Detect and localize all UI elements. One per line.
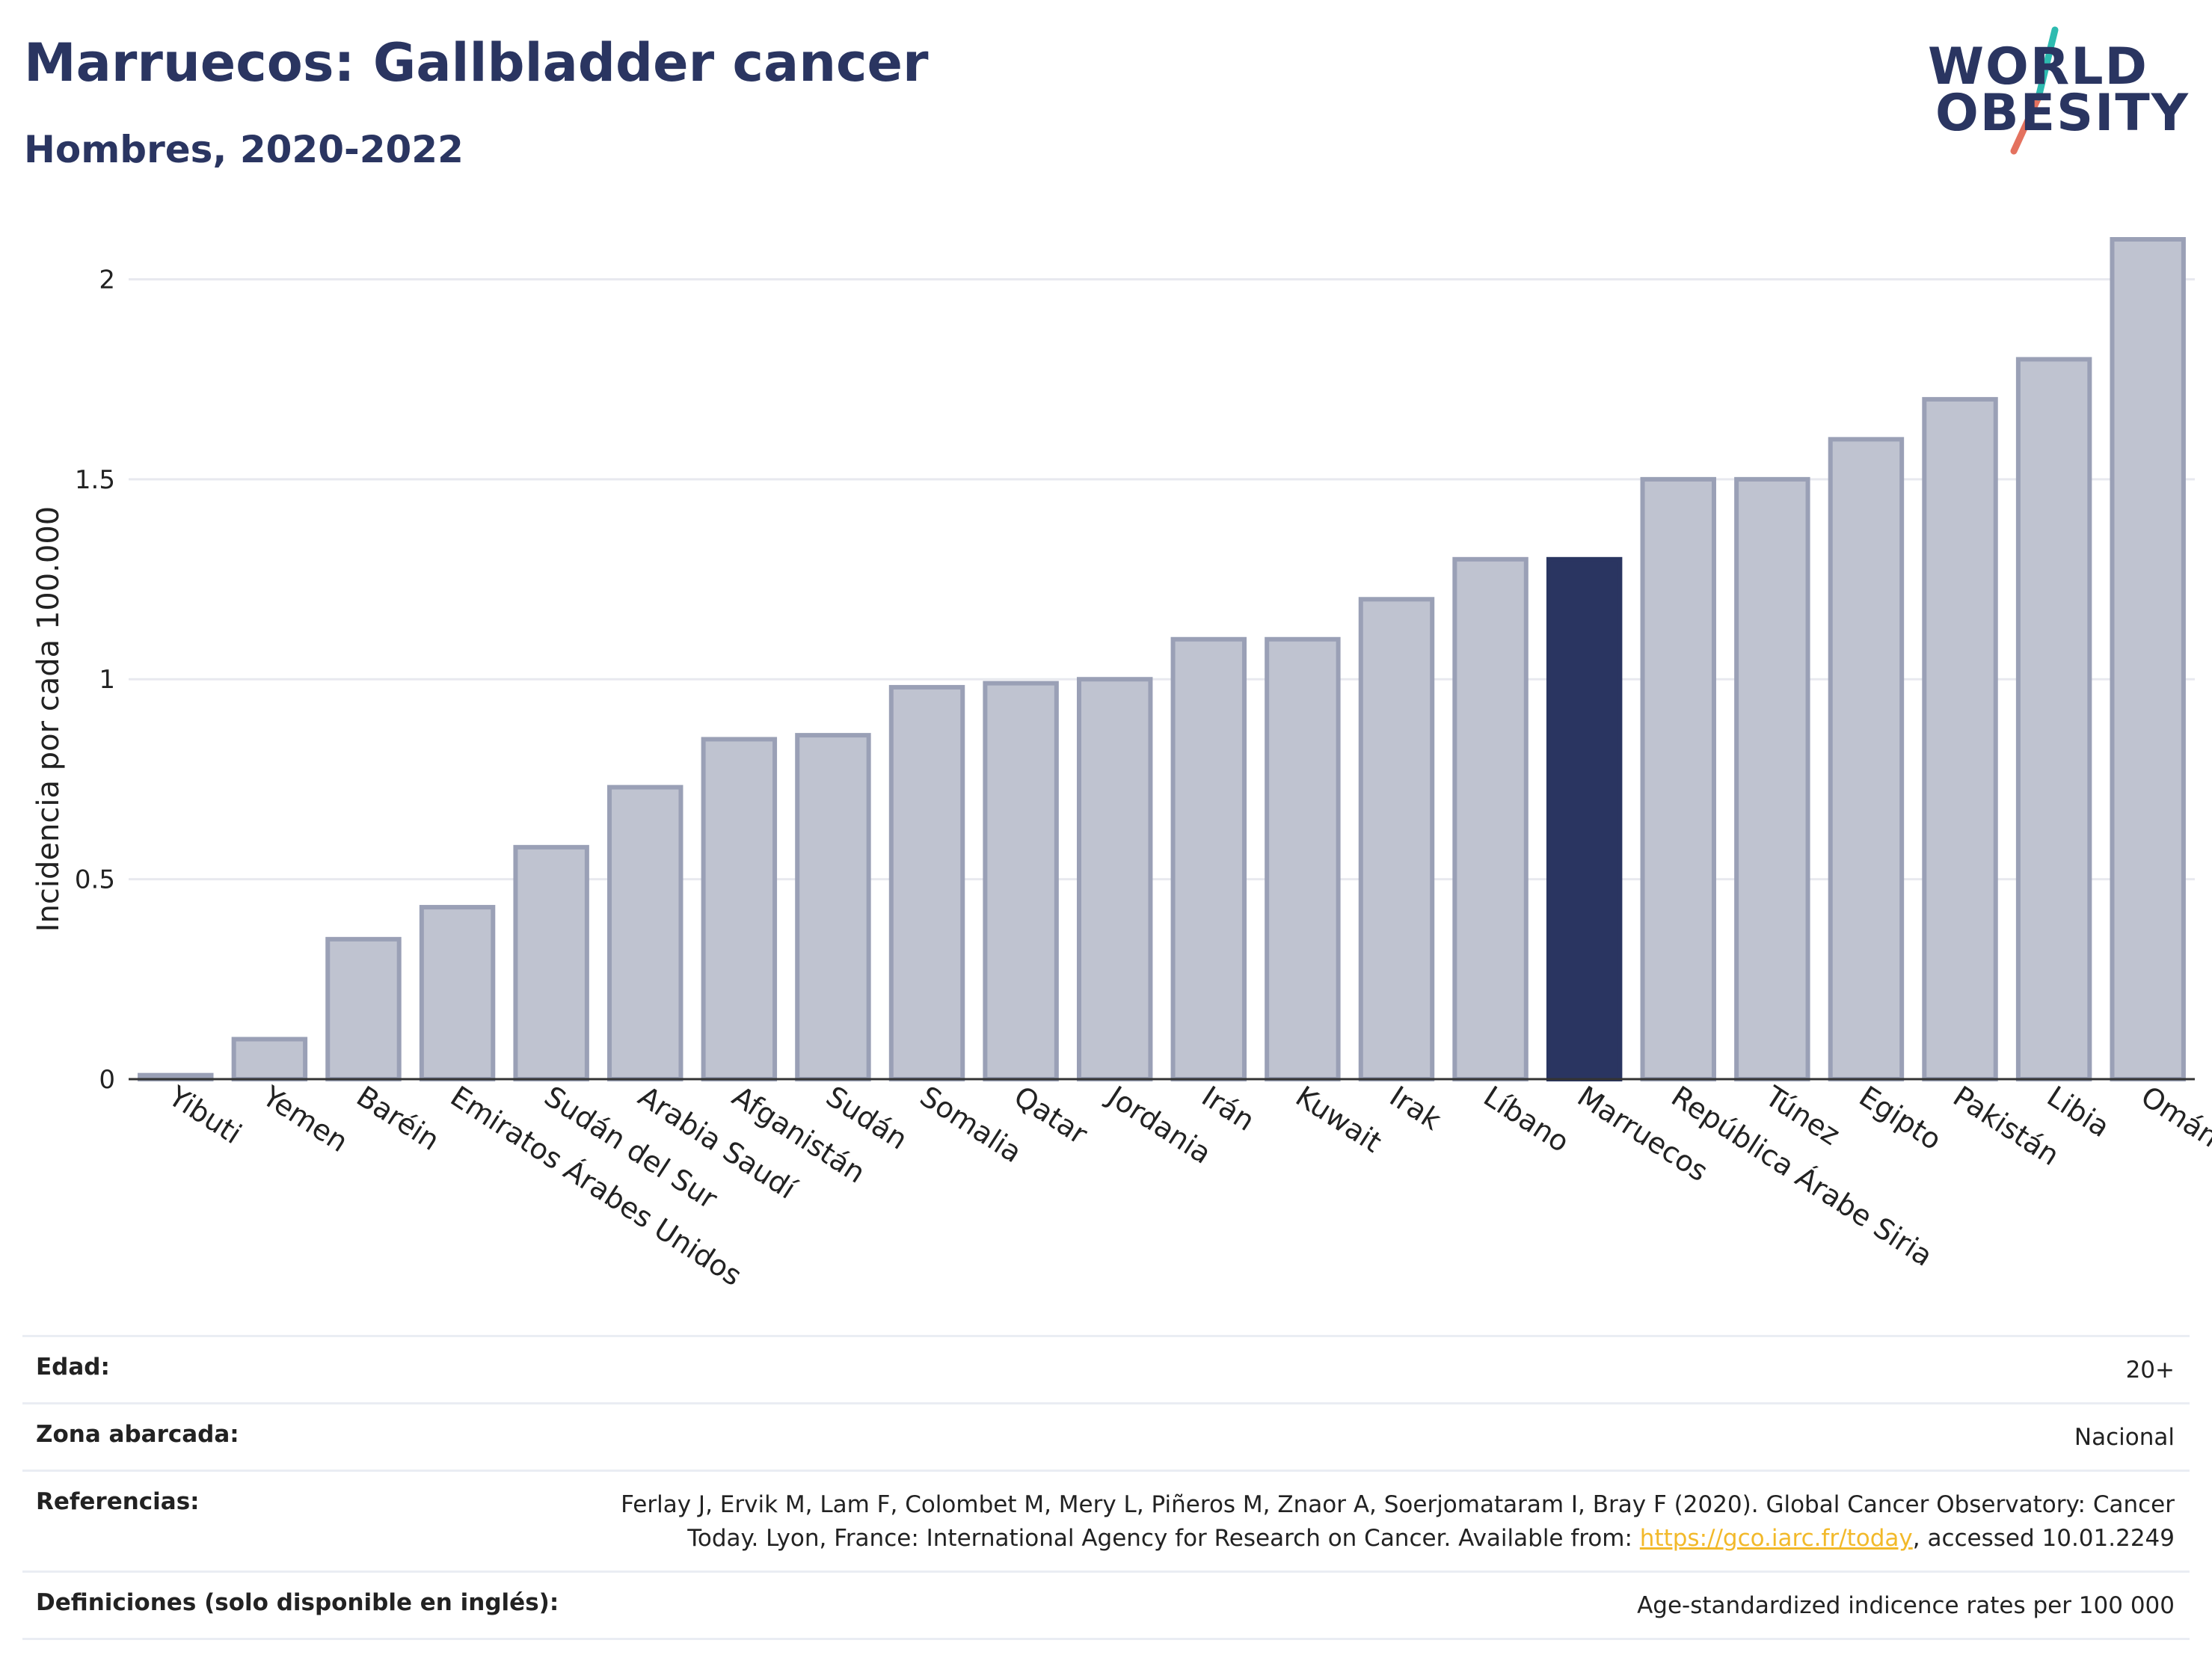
y-axis-ticks: 0 0.5 1 1.5 2 (75, 265, 115, 1095)
x-tick-label: Yibuti (162, 1079, 248, 1150)
bar-pakistán (1922, 396, 1998, 1081)
bar-omán (2110, 237, 2186, 1081)
y-axis-label: Incidencia por cada 100.000 (31, 506, 66, 933)
x-tick-label: Baréin (351, 1080, 445, 1157)
x-tick-label: Omán (2135, 1080, 2212, 1154)
world-obesity-logo: WORLD OBESITY (1928, 22, 2190, 157)
bar-afganistán (701, 737, 778, 1081)
bar-emiratos-árabes-unidos (419, 905, 496, 1081)
bar-baréin (325, 936, 402, 1082)
meta-key: Zona abarcada: (36, 1420, 239, 1448)
bar-kuwait (1265, 636, 1341, 1081)
meta-row-definitions: Definiciones (solo disponible en inglés)… (22, 1570, 2190, 1640)
meta-key: Referencias: (36, 1487, 200, 1515)
meta-row-area: Zona abarcada: Nacional (22, 1401, 2190, 1470)
logo-line-2: OBESITY (1935, 84, 2190, 143)
y-tick-label: 0 (99, 1065, 115, 1095)
y-tick-label: 0.5 (75, 865, 115, 895)
x-tick-label: Irán (1196, 1080, 1260, 1137)
x-tick-label: Irak (1384, 1080, 1447, 1137)
logo-line-1: WORLD (1928, 37, 2148, 96)
page-title: Marruecos: Gallbladder cancer (24, 32, 929, 93)
meta-value: 20+ (2125, 1357, 2175, 1384)
bar-república-árabe-siria (1640, 476, 1716, 1081)
x-tick-label: Líbano (1478, 1080, 1575, 1159)
reference-accessed: , accessed 10.01.2249 (1912, 1524, 2175, 1552)
bar-sudán-del-sur (513, 844, 589, 1082)
bar-egipto (1828, 437, 1905, 1081)
bar-qatar (983, 681, 1059, 1081)
x-tick-label: Yemen (256, 1079, 354, 1158)
bar-yemen (231, 1037, 308, 1081)
bars (138, 237, 2186, 1082)
meta-value: Ferlay J, Ervik M, Lam F, Colombet M, Me… (619, 1488, 2175, 1556)
reference-link[interactable]: https://gco.iarc.fr/today (1639, 1524, 1913, 1552)
metadata-table: Edad: 20+ Zona abarcada: Nacional Refere… (22, 1335, 2190, 1640)
meta-value: Age-standardized indicence rates per 100… (1637, 1591, 2175, 1619)
meta-key: Definiciones (solo disponible en inglés)… (36, 1588, 559, 1616)
y-tick-label: 1 (99, 665, 115, 695)
x-tick-label: Libia (2042, 1080, 2116, 1144)
x-tick-label: Jordania (1101, 1079, 1217, 1170)
meta-value: Nacional (2074, 1423, 2175, 1451)
x-tick-label: Somalia (915, 1080, 1028, 1170)
logo-slash-icon (2010, 26, 2059, 155)
bar-irak (1358, 597, 1435, 1081)
bar-irán (1170, 636, 1247, 1081)
y-tick-label: 1.5 (75, 465, 115, 495)
x-tick-label: Pakistán (1947, 1080, 2065, 1173)
x-tick-label: Kuwait (1290, 1080, 1387, 1159)
bar-líbano (1452, 556, 1529, 1081)
meta-row-age: Edad: 20+ (22, 1335, 2190, 1402)
meta-key: Edad: (36, 1354, 110, 1381)
reference-text: Ferlay J, Ervik M, Lam F, Colombet M, Me… (621, 1490, 2175, 1552)
x-tick-label: Egipto (1854, 1080, 1947, 1157)
meta-row-references: Referencias: Ferlay J, Ervik M, Lam F, C… (22, 1469, 2190, 1570)
bar-marruecos (1546, 556, 1623, 1081)
bar-jordania (1076, 677, 1153, 1081)
page-subtitle: Hombres, 2020-2022 (24, 128, 464, 171)
bar-libia (2015, 357, 2092, 1081)
bar-arabia-saudí (607, 784, 683, 1081)
bar-túnez (1734, 476, 1810, 1081)
y-tick-label: 2 (99, 265, 115, 295)
bar-somalia (888, 684, 965, 1081)
bar-sudán (795, 733, 871, 1081)
